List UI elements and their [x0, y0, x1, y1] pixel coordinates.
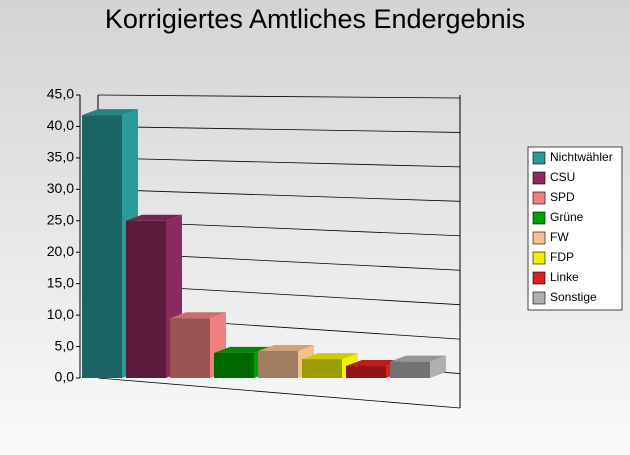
bar-top: [214, 346, 270, 353]
legend-swatch: [532, 151, 546, 165]
grid-line: [97, 188, 461, 202]
bar: [302, 359, 342, 378]
bar: [346, 366, 386, 378]
legend-label: SPD: [550, 190, 575, 204]
bar-top: [82, 109, 138, 116]
bar: [170, 318, 210, 378]
grid-line: [97, 157, 461, 168]
grid-line: [97, 377, 461, 409]
grid-line: [97, 126, 461, 133]
bar-top: [170, 312, 226, 319]
bar-top: [258, 344, 314, 351]
y-tick-label: 30,0: [47, 180, 74, 196]
y-tick-label: 15,0: [47, 274, 74, 290]
legend-swatch: [532, 251, 546, 265]
legend-label: CSU: [550, 170, 575, 184]
y-tick-label: 10,0: [47, 306, 74, 322]
y-tick-label: 20,0: [47, 243, 74, 259]
legend-swatch: [532, 291, 546, 305]
legend-label: Grüne: [550, 210, 584, 224]
legend-label: FDP: [550, 250, 574, 264]
y-tick-label: 5,0: [55, 337, 75, 353]
y-tick-label: 0,0: [55, 369, 75, 385]
y-tick-label: 45,0: [47, 86, 74, 102]
legend-label: FW: [550, 230, 569, 244]
legend-swatch: [532, 191, 546, 205]
y-tick-label: 35,0: [47, 149, 74, 165]
bar-top: [346, 360, 402, 367]
legend-swatch: [532, 211, 546, 225]
bar-top: [126, 214, 182, 221]
legend-swatch: [532, 271, 546, 285]
chart-title: Korrigiertes Amtliches Endergebnis: [105, 4, 525, 34]
legend-label: Sonstige: [550, 290, 597, 304]
bar: [258, 350, 298, 378]
bar: [214, 352, 254, 378]
bar-top: [390, 355, 446, 362]
legend-swatch: [532, 231, 546, 245]
bar: [390, 361, 430, 378]
bar-side: [430, 355, 446, 378]
bar: [126, 220, 166, 378]
legend-swatch: [532, 171, 546, 185]
y-tick-label: 25,0: [47, 211, 74, 227]
legend-label: Nichtwähler: [550, 150, 613, 164]
legend-label: Linke: [550, 270, 579, 284]
y-tick-label: 40,0: [47, 117, 74, 133]
bar-top: [302, 353, 358, 360]
grid-line: [97, 94, 461, 99]
bar: [82, 115, 122, 378]
